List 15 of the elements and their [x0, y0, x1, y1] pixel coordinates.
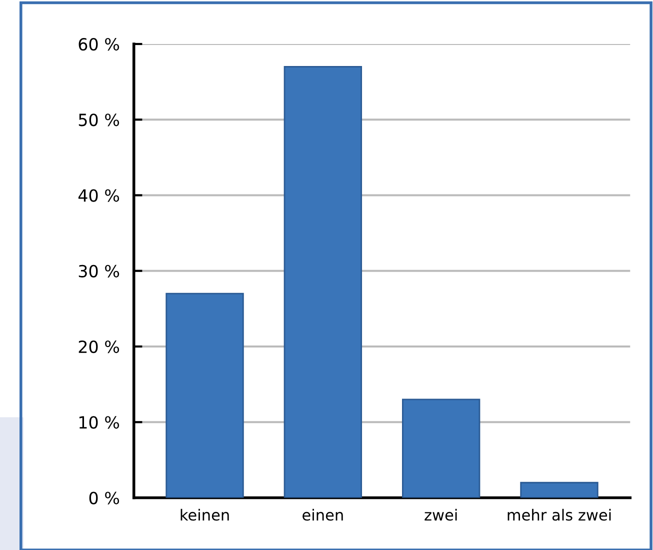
- x-tick-label: keinen: [180, 508, 229, 521]
- y-tick-label: 0 %: [89, 492, 120, 504]
- x-tick-label: einen: [302, 508, 343, 521]
- y-tick-label: 10 %: [79, 416, 120, 429]
- bar: [402, 398, 480, 498]
- x-tick-label: mehr als zwei: [508, 508, 611, 521]
- bar: [166, 292, 244, 498]
- y-tick-label: 60 %: [78, 38, 120, 51]
- x-tick-label: zwei: [424, 508, 457, 521]
- y-tick-label: 30 %: [78, 264, 120, 278]
- y-tick-label: 50 %: [78, 114, 120, 126]
- bar: [284, 66, 362, 498]
- y-tick-label: 40 %: [78, 189, 120, 202]
- y-tick-label: 20 %: [78, 340, 120, 354]
- bar: [520, 482, 598, 498]
